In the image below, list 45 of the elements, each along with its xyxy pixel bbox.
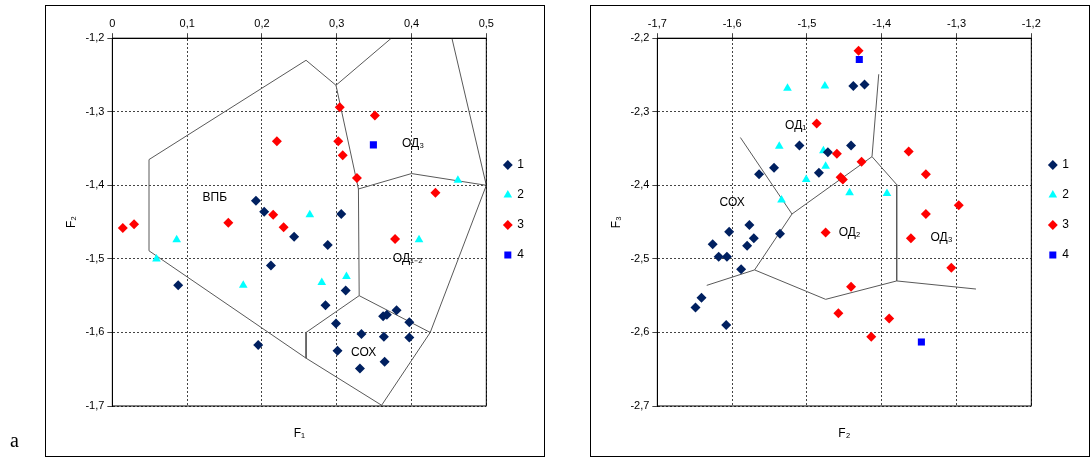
x-tick-label: -1,7 <box>647 16 667 29</box>
legend-label: 3 <box>517 217 525 232</box>
annotation: ОД₂ <box>838 224 861 239</box>
y-axis-title: F₂ <box>63 215 78 229</box>
y-tick-label: -1,6 <box>85 325 105 338</box>
y-tick-label: -2,6 <box>630 325 650 338</box>
x-tick-label: -1,3 <box>947 16 967 29</box>
x-tick-label: 0,5 <box>478 16 494 29</box>
annotation: СОХ <box>351 344 377 359</box>
legend-label: 4 <box>517 247 525 262</box>
y-tick-label: -1,4 <box>85 178 105 191</box>
annotation: ВПБ <box>202 190 228 205</box>
annotation: ОД₃ <box>401 136 425 151</box>
y-tick-label: -1,3 <box>85 104 105 117</box>
x-tick-label: 0,4 <box>403 16 420 29</box>
x-tick-label: 0,3 <box>329 16 345 29</box>
y-tick-label: -1,5 <box>85 251 105 264</box>
y-tick-label: -1,2 <box>85 31 105 44</box>
legend-label: 1 <box>517 157 525 172</box>
legend-label: 2 <box>517 187 525 202</box>
y-tick-label: -2,7 <box>630 399 650 412</box>
y-tick-label: -2,4 <box>630 178 650 191</box>
annotation: ОД₁₋₂ <box>392 251 424 266</box>
x-tick-label: -1,4 <box>872 16 892 29</box>
x-tick-label: 0 <box>109 16 116 29</box>
x-axis-title: F₂ <box>838 426 851 441</box>
legend-label: 3 <box>1062 217 1070 232</box>
legend-label: 2 <box>1062 187 1070 202</box>
panel-letter: a <box>10 428 19 452</box>
legend-label: 1 <box>1062 157 1070 172</box>
y-axis-title: F₃ <box>608 215 623 229</box>
x-tick-label: 0,2 <box>254 16 270 29</box>
y-tick-label: -2,3 <box>630 104 650 117</box>
y-tick-label: -1,7 <box>85 399 105 412</box>
y-tick-label: -2,2 <box>630 31 650 44</box>
annotation: ОД₃ <box>930 229 953 244</box>
annotation: СОХ <box>719 195 745 210</box>
x-tick-label: 0,1 <box>179 16 195 29</box>
x-tick-label: -1,6 <box>722 16 742 29</box>
annotation: ОД₁ <box>785 118 807 133</box>
y-tick-label: -2,5 <box>630 251 650 264</box>
x-tick-label: -1,5 <box>797 16 817 29</box>
x-axis-title: F₁ <box>293 426 306 441</box>
x-tick-label: -1,2 <box>1021 16 1041 29</box>
legend-label: 4 <box>1062 247 1070 262</box>
